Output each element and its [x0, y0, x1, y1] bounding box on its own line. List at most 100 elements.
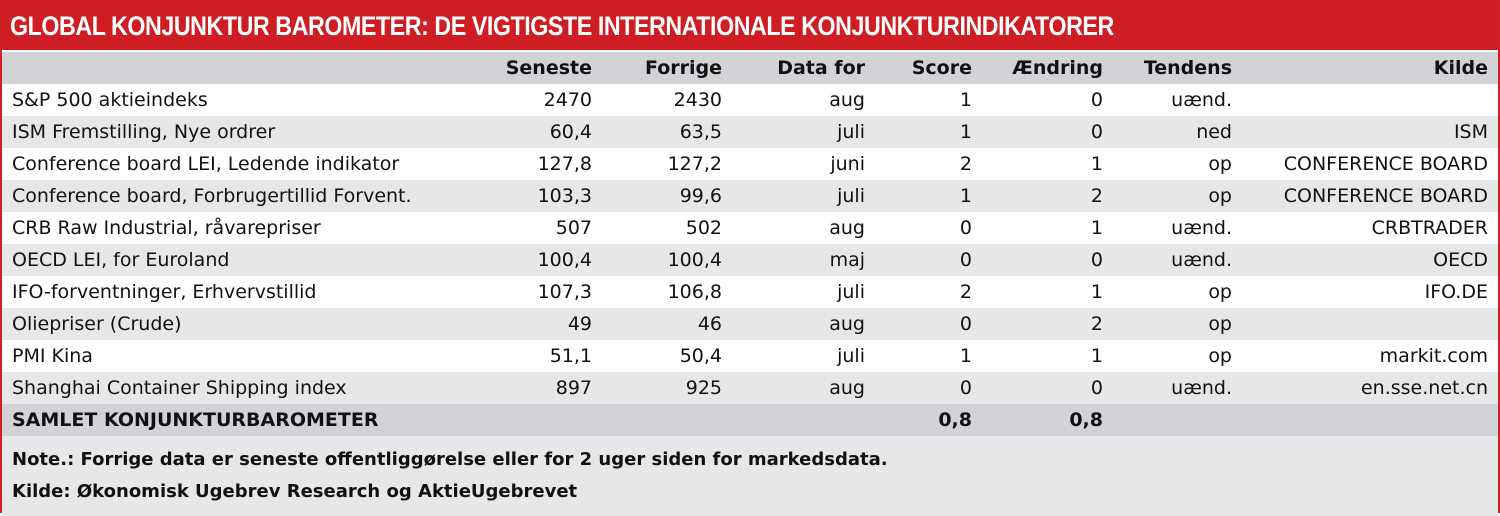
cell-aendring: 0 [982, 372, 1113, 404]
cell-indicator: CRB Raw Industrial, råvarepriser [2, 212, 472, 244]
column-header-score: Score [875, 52, 982, 84]
cell-seneste: 107,3 [472, 276, 602, 308]
column-header-seneste: Seneste [472, 52, 602, 84]
source-text: Kilde: Økonomisk Ugebrev Research og Akt… [12, 481, 578, 502]
cell-aendring: 2 [982, 308, 1113, 340]
cell-forrige [602, 404, 732, 436]
cell-aendring: 0 [982, 244, 1113, 276]
header-row: Seneste Forrige Data for Score Ændring Tenden… [2, 52, 1498, 84]
cell-indicator: OECD LEI, for Euroland [2, 244, 472, 276]
cell-seneste: 49 [472, 308, 602, 340]
table-row: Oliepriser (Crude) 49 46 aug 0 2 op [2, 308, 1498, 340]
table-row: IFO-forventninger, Erhvervstillid 107,3 10… [2, 276, 1498, 308]
cell-score: 1 [875, 116, 982, 148]
note-text: Note.: Forrige data er seneste offentlig… [12, 449, 888, 470]
cell-aendring: 1 [982, 276, 1113, 308]
cell-seneste: 127,8 [472, 148, 602, 180]
cell-score: 1 [875, 340, 982, 372]
cell-tendens [1113, 404, 1242, 436]
cell-kilde: en.sse.net.cn [1242, 372, 1498, 404]
table-row: Conference board, Forbrugertillid Forven… [2, 180, 1498, 212]
cell-data-for: maj [732, 244, 875, 276]
cell-tendens: op [1113, 276, 1242, 308]
cell-forrige: 106,8 [602, 276, 732, 308]
cell-aendring: 2 [982, 180, 1113, 212]
cell-kilde: CONFERENCE BOARD [1242, 148, 1498, 180]
cell-tendens: op [1113, 308, 1242, 340]
cell-aendring: 1 [982, 340, 1113, 372]
cell-kilde: CRBTRADER [1242, 212, 1498, 244]
column-header-tendens: Tendens [1113, 52, 1242, 84]
cell-data-for: aug [732, 84, 875, 116]
cell-tendens: op [1113, 340, 1242, 372]
cell-indicator: ISM Fremstilling, Nye ordrer [2, 116, 472, 148]
cell-kilde: ISM [1242, 116, 1498, 148]
table-row: ISM Fremstilling, Nye ordrer 60,4 63,5 juli… [2, 116, 1498, 148]
table-title: GLOBAL KONJUNKTUR BAROMETER: DE VIGTIGST… [2, 2, 1498, 50]
table-row: S&P 500 aktieindeks 2470 2430 aug 1 0 uænd. [2, 84, 1498, 116]
cell-tendens: uænd. [1113, 372, 1242, 404]
cell-seneste: 51,1 [472, 340, 602, 372]
cell-indicator: Oliepriser (Crude) [2, 308, 472, 340]
table-row: OECD LEI, for Euroland 100,4 100,4 maj 0 0 uæn… [2, 244, 1498, 276]
cell-indicator: S&P 500 aktieindeks [2, 84, 472, 116]
cell-data-for: juni [732, 148, 875, 180]
table-row: PMI Kina 51,1 50,4 juli 1 1 op markit.com [2, 340, 1498, 372]
cell-kilde: IFO.DE [1242, 276, 1498, 308]
cell-forrige: 50,4 [602, 340, 732, 372]
cell-indicator: SAMLET KONJUNKTURBAROMETER [2, 404, 472, 436]
cell-seneste: 60,4 [472, 116, 602, 148]
cell-score: 1 [875, 84, 982, 116]
cell-score: 2 [875, 148, 982, 180]
cell-forrige: 127,2 [602, 148, 732, 180]
cell-kilde [1242, 84, 1498, 116]
cell-data-for: juli [732, 180, 875, 212]
cell-score: 0 [875, 372, 982, 404]
cell-indicator: IFO-forventninger, Erhvervstillid [2, 276, 472, 308]
column-header-forrige: Forrige [602, 52, 732, 84]
cell-score: 0 [875, 308, 982, 340]
cell-tendens: uænd. [1113, 244, 1242, 276]
table-row: Shanghai Container Shipping index 897 925 a… [2, 372, 1498, 404]
cell-data-for: aug [732, 212, 875, 244]
cell-aendring: 0 [982, 116, 1113, 148]
column-header-indicator [2, 52, 472, 84]
cell-tendens: op [1113, 148, 1242, 180]
cell-data-for: aug [732, 308, 875, 340]
cell-seneste: 2470 [472, 84, 602, 116]
cell-seneste: 507 [472, 212, 602, 244]
cell-aendring: 0 [982, 84, 1113, 116]
cell-seneste: 897 [472, 372, 602, 404]
notes: Note.: Forrige data er seneste offentlig… [2, 436, 1498, 516]
cell-forrige: 100,4 [602, 244, 732, 276]
title-text: GLOBAL KONJUNKTUR BAROMETER: DE VIGTIGST… [10, 11, 1114, 41]
cell-data-for: juli [732, 340, 875, 372]
cell-score: 1 [875, 180, 982, 212]
total-row: SAMLET KONJUNKTURBAROMETER 0,8 0,8 [2, 404, 1498, 436]
cell-forrige: 46 [602, 308, 732, 340]
cell-forrige: 2430 [602, 84, 732, 116]
indicator-table: Seneste Forrige Data for Score Ændring Tenden… [2, 52, 1498, 436]
column-header-data-for: Data for [732, 52, 875, 84]
cell-kilde [1242, 308, 1498, 340]
cell-seneste: 103,3 [472, 180, 602, 212]
cell-aendring: 1 [982, 212, 1113, 244]
cell-aendring: 1 [982, 148, 1113, 180]
cell-indicator: Conference board, Forbrugertillid Forven… [2, 180, 472, 212]
cell-forrige: 63,5 [602, 116, 732, 148]
cell-score: 0 [875, 244, 982, 276]
cell-kilde: CONFERENCE BOARD [1242, 180, 1498, 212]
cell-tendens: ned [1113, 116, 1242, 148]
cell-seneste [472, 404, 602, 436]
cell-forrige: 502 [602, 212, 732, 244]
column-header-aendring: Ændring [982, 52, 1113, 84]
table-row: Conference board LEI, Ledende indikator 1… [2, 148, 1498, 180]
table-row: CRB Raw Industrial, råvarepriser 507 502 au… [2, 212, 1498, 244]
cell-data-for: juli [732, 116, 875, 148]
cell-score: 2 [875, 276, 982, 308]
cell-kilde [1242, 404, 1498, 436]
cell-indicator: Shanghai Container Shipping index [2, 372, 472, 404]
cell-indicator: Conference board LEI, Ledende indikator [2, 148, 472, 180]
cell-score: 0,8 [875, 404, 982, 436]
cell-tendens: uænd. [1113, 212, 1242, 244]
